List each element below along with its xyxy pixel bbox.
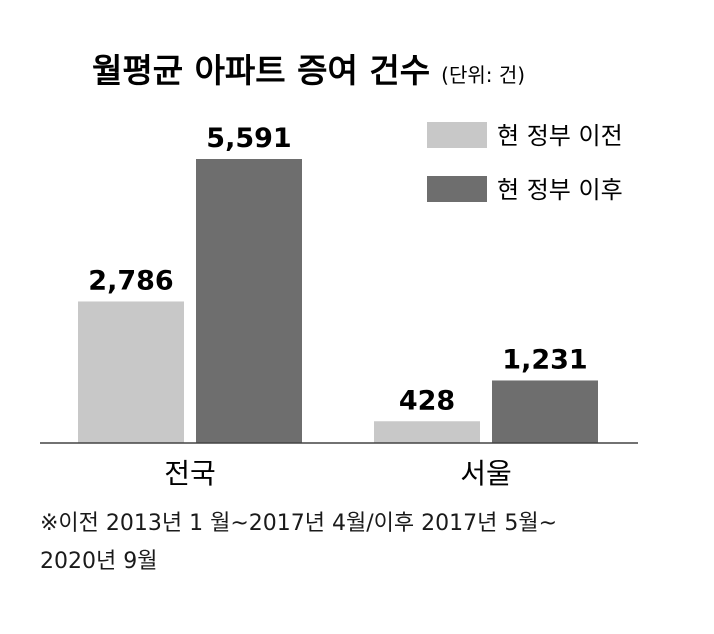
value-label-1-0: 428: [399, 385, 455, 416]
category-labels: 전국 서울: [164, 457, 512, 490]
bar-chart: 월평균 아파트 증여 건수 (단위: 건) 현 정부 이전현 정부 이후 2,7…: [40, 51, 638, 490]
value-label-0-1: 5,591: [206, 123, 291, 154]
legend-label-0: 현 정부 이전: [497, 122, 623, 150]
category-label-0: 전국: [164, 457, 216, 490]
bar-0-1: [196, 159, 302, 443]
footnote: ※이전 2013년 1 월~2017년 4월/이후 2017년 5월~ 2020…: [40, 505, 680, 581]
chart-unit: (단위: 건): [441, 63, 525, 87]
legend-swatch-1: [427, 176, 487, 202]
legend: 현 정부 이전현 정부 이후: [427, 122, 623, 204]
bar-1-0: [374, 421, 480, 443]
category-label-1: 서울: [460, 457, 512, 490]
footnote-line-1: ※이전 2013년 1 월~2017년 4월/이후 2017년 5월~: [40, 511, 558, 536]
chart-title: 월평균 아파트 증여 건수 (단위: 건): [92, 51, 525, 90]
value-label-1-1: 1,231: [502, 344, 587, 375]
legend-swatch-0: [427, 122, 487, 148]
bar-0-0: [78, 301, 184, 443]
value-label-0-0: 2,786: [88, 265, 173, 296]
chart-title-text: 월평균 아파트 증여 건수: [92, 51, 430, 90]
bars: 2,786 5,591 428 1,231: [78, 123, 598, 443]
legend-label-1: 현 정부 이후: [497, 176, 623, 204]
footnote-line-2: 2020년 9월: [40, 549, 158, 574]
bar-1-1: [492, 380, 598, 443]
